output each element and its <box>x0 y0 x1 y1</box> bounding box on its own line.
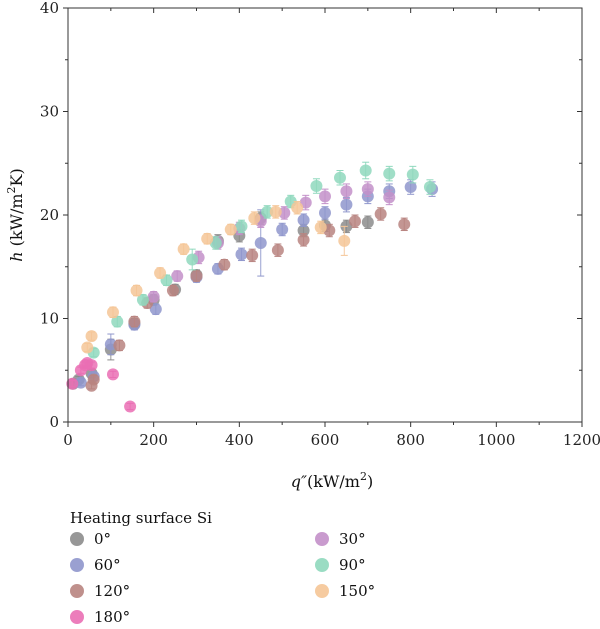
legend-title: Heating surface Si <box>70 509 212 527</box>
data-point <box>85 359 98 372</box>
data-point <box>235 248 248 261</box>
x-tick-label: 400 <box>225 431 254 449</box>
data-point <box>130 284 143 297</box>
data-point <box>340 198 353 211</box>
x-axis-label: q″(kW/m2) <box>291 470 373 491</box>
y-tick-label: 20 <box>40 206 59 224</box>
legend-items: 0° 60° 120° 180° 30° 90° 150° <box>70 530 375 626</box>
legend-label: 180° <box>94 608 130 626</box>
data-point <box>201 232 214 245</box>
y-tick-label: 0 <box>49 413 59 431</box>
data-point <box>383 167 396 180</box>
data-point <box>149 303 162 316</box>
data-point <box>276 223 289 236</box>
data-point <box>297 214 310 227</box>
data-point <box>224 223 237 236</box>
legend-swatch <box>70 610 84 624</box>
data-point <box>136 293 149 306</box>
legend-swatch <box>315 584 329 598</box>
data-point <box>113 339 126 352</box>
data-point <box>235 220 248 233</box>
data-point <box>319 206 331 219</box>
data-point <box>361 216 374 229</box>
data-point <box>171 270 184 283</box>
legend-label: 30° <box>339 530 366 548</box>
data-point <box>177 243 190 256</box>
x-tick-label: 200 <box>139 431 168 449</box>
x-tick-label: 600 <box>311 431 340 449</box>
data-point <box>404 181 417 194</box>
y-axis-label: h (kW/m2K) <box>5 168 26 262</box>
legend-swatch <box>70 584 84 598</box>
data-point <box>333 171 346 184</box>
data-point <box>190 270 203 283</box>
plot-area: 0 200 400 600 800 1000 1200 0 10 20 30 40 <box>40 0 600 449</box>
legend-label: 120° <box>94 582 130 600</box>
data-point <box>406 168 419 181</box>
data-point <box>269 205 282 218</box>
data-point <box>261 205 274 218</box>
legend-swatch <box>70 532 84 546</box>
legend: Heating surface Si 0° 60° 120° 180° 30° 90° 15… <box>70 509 375 626</box>
legend-swatch <box>315 532 329 546</box>
y-axis-ticks: 0 10 20 30 40 <box>40 0 582 431</box>
data-point <box>383 191 396 204</box>
data-point <box>338 234 351 247</box>
data-point <box>87 373 100 386</box>
data-point <box>314 221 327 234</box>
data-point <box>248 212 261 225</box>
data-point <box>423 181 436 194</box>
y-tick-label: 10 <box>40 310 59 328</box>
legend-label: 150° <box>339 582 375 600</box>
x-tick-label: 800 <box>396 431 425 449</box>
y-tick-label: 30 <box>40 103 59 121</box>
x-tick-label: 0 <box>63 431 73 449</box>
data-point <box>166 284 179 297</box>
legend-swatch <box>315 558 329 572</box>
data-point <box>398 218 411 231</box>
data-markers <box>66 161 439 413</box>
x-axis-ticks: 0 200 400 600 800 1000 1200 <box>63 8 600 449</box>
data-point <box>359 164 372 177</box>
data-point <box>81 341 94 354</box>
y-tick-label: 40 <box>40 0 59 17</box>
data-point <box>340 185 353 198</box>
data-point <box>124 400 137 413</box>
data-point <box>111 315 124 328</box>
data-point <box>348 215 361 228</box>
legend-label: 0° <box>94 530 111 548</box>
data-point <box>147 290 160 303</box>
data-point <box>310 180 323 193</box>
data-point <box>319 190 331 203</box>
legend-label: 90° <box>339 556 366 574</box>
data-point <box>297 233 310 246</box>
data-point <box>246 249 259 262</box>
legend-swatch <box>70 558 84 572</box>
data-point <box>218 258 231 271</box>
data-point <box>154 266 167 279</box>
legend-label: 60° <box>94 556 121 574</box>
data-point <box>361 183 374 196</box>
x-tick-label: 1200 <box>563 431 600 449</box>
data-point <box>291 201 304 214</box>
data-point <box>128 315 141 328</box>
x-tick-label: 1000 <box>477 431 515 449</box>
data-point <box>374 207 387 220</box>
data-point <box>66 377 79 390</box>
data-point <box>186 253 199 266</box>
data-point <box>271 244 284 257</box>
data-point <box>254 236 267 249</box>
data-point <box>106 306 119 319</box>
data-point <box>106 368 119 381</box>
data-point <box>85 330 98 343</box>
